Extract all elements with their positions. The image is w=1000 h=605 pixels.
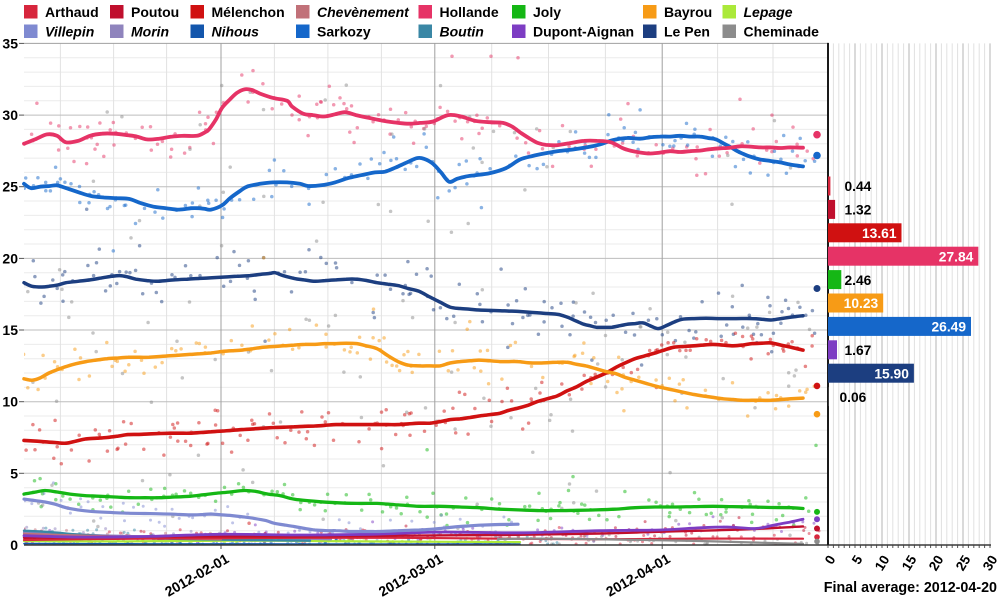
svg-text:Joly: Joly — [533, 4, 561, 20]
svg-text:Villepin: Villepin — [45, 24, 94, 40]
svg-text:27.84: 27.84 — [939, 249, 974, 264]
svg-text:Mélenchon: Mélenchon — [212, 4, 285, 20]
svg-text:26.49: 26.49 — [931, 320, 966, 335]
svg-text:35: 35 — [2, 35, 18, 51]
svg-text:Cheminade: Cheminade — [744, 24, 820, 40]
svg-text:0.06: 0.06 — [840, 390, 867, 405]
svg-text:20: 20 — [2, 250, 18, 266]
svg-text:0.44: 0.44 — [845, 179, 872, 194]
svg-text:Hollande: Hollande — [440, 4, 499, 20]
svg-text:13.61: 13.61 — [862, 226, 897, 241]
svg-text:0: 0 — [10, 537, 18, 553]
svg-text:Chevènement: Chevènement — [317, 4, 410, 20]
svg-text:Le Pen: Le Pen — [664, 24, 710, 40]
svg-text:Arthaud: Arthaud — [45, 4, 99, 20]
svg-text:25: 25 — [2, 179, 18, 195]
svg-text:30: 30 — [2, 107, 18, 123]
svg-text:Morin: Morin — [131, 24, 169, 40]
svg-text:10.23: 10.23 — [844, 296, 879, 311]
svg-text:15.90: 15.90 — [874, 366, 909, 381]
svg-text:Boutin: Boutin — [440, 24, 484, 40]
svg-text:Bayrou: Bayrou — [664, 4, 712, 20]
svg-text:Final average: 2012-04-20: Final average: 2012-04-20 — [824, 580, 997, 596]
svg-text:Lepage: Lepage — [744, 4, 793, 20]
svg-text:Nihous: Nihous — [212, 24, 260, 40]
svg-text:1.67: 1.67 — [845, 343, 872, 358]
svg-text:Sarkozy: Sarkozy — [317, 24, 371, 40]
svg-text:Dupont-Aignan: Dupont-Aignan — [533, 24, 634, 40]
svg-text:2.46: 2.46 — [845, 273, 872, 288]
svg-text:1.32: 1.32 — [845, 203, 872, 218]
svg-text:5: 5 — [10, 465, 18, 481]
svg-text:10: 10 — [2, 394, 18, 410]
svg-text:Poutou: Poutou — [131, 4, 179, 20]
svg-text:15: 15 — [2, 322, 18, 338]
